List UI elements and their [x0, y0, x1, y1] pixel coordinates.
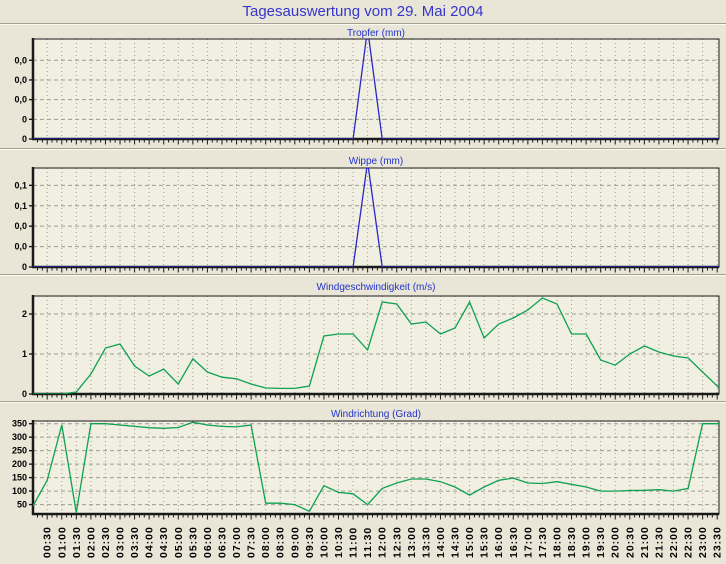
chart-title-tropfer: Tropfer (mm): [347, 28, 405, 39]
x-tick-label: 18:30: [566, 526, 578, 558]
x-tick-label: 03:00: [115, 526, 127, 558]
x-tick-label: 11:30: [362, 527, 374, 558]
plot-area: [33, 168, 719, 267]
x-tick-label: 07:30: [246, 526, 258, 558]
x-tick-label: 10:30: [333, 526, 345, 558]
x-tick-label: 05:00: [173, 526, 185, 558]
divider-top: [0, 23, 726, 25]
chart-title-wippe: Wippe (mm): [349, 156, 403, 167]
x-tick-label: 10:00: [318, 526, 330, 558]
x-tick-label: 02:00: [85, 526, 97, 558]
x-tick-label: 08:00: [260, 526, 272, 558]
divider-chart-3-4: [0, 401, 726, 403]
x-tick-label: 21:30: [653, 526, 665, 558]
y-tick-label: 250: [12, 446, 27, 456]
x-tick-label: 17:00: [522, 526, 534, 558]
x-tick-label: 13:30: [420, 526, 432, 558]
y-tick-label: 200: [12, 459, 27, 469]
x-tick-label: 12:30: [391, 526, 403, 558]
x-tick-label: 16:30: [508, 526, 520, 558]
chart-wippe: 0 0,0 0,0 0,1 0,1: [14, 167, 720, 273]
y-tick-label: 0,1: [14, 180, 27, 190]
y-tick-label: 150: [12, 473, 27, 483]
x-tick-label: 08:30: [275, 526, 287, 558]
y-tick-label: 0,0: [14, 75, 27, 85]
divider-chart-2-3: [0, 274, 726, 276]
x-tick-label: 14:00: [435, 526, 447, 558]
x-tick-label: 16:00: [493, 526, 505, 558]
x-tick-label: 01:00: [56, 526, 68, 558]
y-tick-label: 0: [22, 389, 27, 399]
x-tick-label: 09:30: [304, 526, 316, 558]
x-tick-label: 23:00: [697, 526, 709, 558]
x-tick-label: 23:30: [712, 526, 724, 558]
series-line-windrichtung: [33, 421, 719, 513]
y-tick-label: 0: [22, 114, 27, 124]
x-tick-label: 07:00: [231, 526, 243, 558]
divider-chart-1-2: [0, 148, 726, 150]
y-tick-label: 1: [22, 349, 27, 359]
x-tick-label: 15:00: [464, 526, 476, 558]
x-tick-label: 22:30: [683, 526, 695, 558]
y-tick-label: 0,1: [14, 201, 27, 211]
x-tick-label: 01:30: [71, 526, 83, 558]
x-tick-label: 21:00: [639, 526, 651, 558]
y-tick-label: 100: [12, 486, 27, 496]
x-tick-label: 12:00: [377, 526, 389, 558]
y-tick-label: 0,0: [14, 242, 27, 252]
x-tick-label: 17:30: [537, 526, 549, 558]
plot-area: [33, 296, 719, 394]
x-tick-label: 15:30: [479, 526, 491, 558]
chart-tropfer: 0 0 0,0 0,0 0,0: [14, 38, 720, 145]
x-tick-label: 13:00: [406, 526, 418, 558]
x-tick-label: 02:30: [100, 526, 112, 558]
x-tick-label: 20:30: [624, 526, 636, 558]
x-tick-label: 19:30: [595, 526, 607, 558]
x-tick-label: 22:00: [668, 526, 680, 558]
y-tick-label: 0,0: [14, 95, 27, 105]
x-tick-label: 05:30: [187, 526, 199, 558]
x-tick-label: 04:00: [144, 526, 156, 558]
x-tick-label: 09:00: [289, 526, 301, 558]
chart-title-windgeschwindigkeit: Windgeschwindigkeit (m/s): [317, 282, 436, 293]
chart-windrichtung: 50 100 150 200 250 300 350 00:30 01:00 01:30 02:00…: [12, 419, 724, 558]
page-title: Tagesauswertung vom 29. Mai 2004: [242, 3, 484, 20]
x-tick-label: 03:30: [129, 526, 141, 558]
x-tick-label: 14:30: [450, 526, 462, 558]
y-tick-label: 0: [22, 262, 27, 272]
y-tick-label: 50: [17, 500, 27, 510]
x-tick-label: 04:30: [158, 526, 170, 558]
x-tick-label: 18:00: [551, 526, 563, 558]
chart-title-windrichtung: Windrichtung (Grad): [331, 409, 421, 420]
series-line-windgeschwindigkeit: [33, 297, 719, 394]
chart-windgeschwindigkeit: 0 1 2: [22, 295, 720, 400]
y-tick-label: 0,0: [14, 55, 27, 65]
x-tick-label: 20:00: [610, 526, 622, 558]
x-tick-label: 00:30: [42, 526, 54, 558]
x-tick-label: 06:30: [216, 526, 228, 558]
x-tick-label: 11:00: [348, 527, 360, 558]
y-tick-label: 2: [22, 309, 27, 319]
y-tick-label: 300: [12, 432, 27, 442]
y-tick-label: 350: [12, 419, 27, 429]
plot-area: [33, 421, 719, 514]
y-tick-label: 0,0: [14, 221, 27, 231]
x-tick-label: 06:00: [202, 526, 214, 558]
y-tick-label: 0: [22, 134, 27, 144]
x-tick-label: 19:00: [581, 526, 593, 558]
